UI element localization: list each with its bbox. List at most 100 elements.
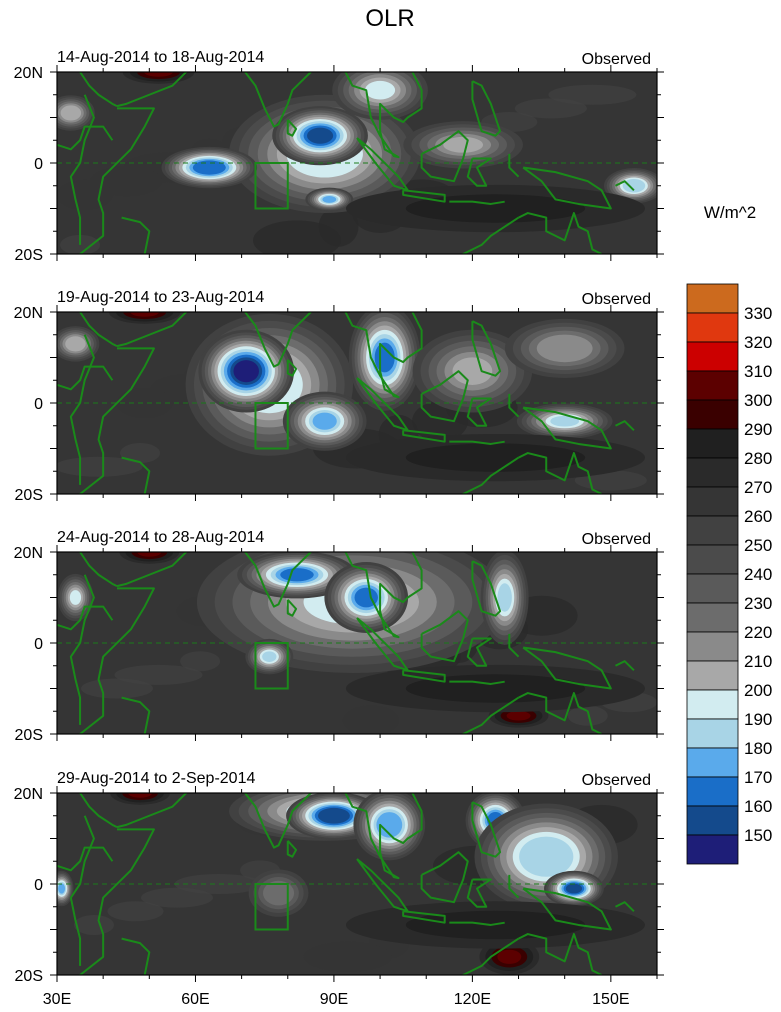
olr-contour <box>128 793 153 798</box>
olr-contour <box>405 443 586 472</box>
coastline <box>69 815 95 966</box>
olr-contour <box>506 711 531 721</box>
olr-contour <box>544 338 585 359</box>
coastline <box>243 552 313 608</box>
coastline <box>78 552 118 588</box>
coastline <box>615 660 635 672</box>
coastline <box>78 793 118 829</box>
olr-feature <box>480 552 529 645</box>
olr-contour <box>405 674 586 703</box>
olr-contour-region <box>303 941 392 972</box>
olr-feature <box>282 391 367 451</box>
colorbar-swatch <box>686 602 739 633</box>
colorbar-swatch <box>686 312 739 343</box>
colorbar-swatch <box>686 747 739 778</box>
map-panel: 19-Aug-2014 to 23-Aug-2014 Observed 20N 0 20… <box>14 289 664 504</box>
coastline <box>286 599 298 617</box>
colorbar-swatch <box>686 428 739 459</box>
olr-contour-region <box>57 456 143 477</box>
y-tick-label: 20S <box>15 487 43 504</box>
olr-contour <box>497 949 522 964</box>
coastline <box>402 189 446 203</box>
coastline <box>518 212 603 254</box>
olr-contour <box>312 412 337 430</box>
colorbar-swatch <box>686 515 739 546</box>
colorbar-swatch <box>686 776 739 807</box>
olr-feature <box>248 869 309 917</box>
olr-contour <box>321 809 347 823</box>
coastline <box>286 840 298 858</box>
coastline <box>615 180 635 192</box>
olr-contour <box>405 194 586 223</box>
coastline <box>69 334 95 485</box>
coastline <box>466 637 492 667</box>
coastline <box>344 552 423 639</box>
olr-contour-region <box>514 98 587 119</box>
coastline <box>57 365 114 391</box>
olr-feature <box>324 562 409 633</box>
olr-contour-region <box>116 388 173 418</box>
coastline <box>420 370 469 423</box>
coastline <box>69 94 95 245</box>
colorbar-label: 240 <box>744 565 772 584</box>
coastline <box>78 828 155 975</box>
coastline <box>78 107 155 254</box>
colorbar-label: 170 <box>744 768 772 787</box>
olr-contour <box>130 312 160 317</box>
olr-contour <box>322 195 337 203</box>
colorbar-label: 330 <box>744 304 772 323</box>
y-tick-label: 20S <box>15 247 43 264</box>
colorbar-swatch <box>686 544 739 575</box>
olr-contour <box>144 72 173 77</box>
panel-label: Observed <box>582 531 651 548</box>
coastline <box>69 574 95 725</box>
coastline <box>121 456 151 494</box>
colorbar-swatch <box>686 399 739 430</box>
coastline <box>508 633 520 658</box>
coastline <box>78 347 155 494</box>
coastline <box>116 312 188 348</box>
region-box <box>254 883 289 931</box>
olr-contour-region <box>342 705 399 734</box>
colorbar-swatch <box>686 834 739 865</box>
colorbar-label: 220 <box>744 623 772 642</box>
colorbar-label: 200 <box>744 681 772 700</box>
colorbar-label: 210 <box>744 652 772 671</box>
panel-label: Observed <box>582 51 651 68</box>
coastline <box>518 692 603 734</box>
colorbar-swatch <box>686 805 739 836</box>
coastline <box>615 901 635 913</box>
olr-contour-region <box>81 678 153 699</box>
colorbar-swatch <box>686 718 739 749</box>
map-panel: 24-Aug-2014 to 28-Aug-2014 Observed 20N 0 20… <box>14 529 664 744</box>
colorbar-label: 180 <box>744 739 772 758</box>
y-tick-label: 20N <box>14 65 43 82</box>
coastline <box>460 696 520 734</box>
olr-contour <box>379 814 400 835</box>
coastline <box>57 846 114 872</box>
olr-contour-region <box>107 901 164 922</box>
panel-label: Observed <box>582 772 651 789</box>
olr-feature <box>345 184 645 233</box>
olr-contour <box>625 180 643 191</box>
olr-feature <box>345 433 645 482</box>
y-tick-label: 0 <box>34 877 43 894</box>
x-tick-label: 60E <box>181 991 209 1008</box>
coastline <box>344 72 423 159</box>
olr-feature <box>161 146 258 189</box>
coastline <box>420 610 469 663</box>
olr-feature <box>110 793 170 805</box>
coastline <box>460 456 520 494</box>
x-tick-label: 150E <box>592 991 629 1008</box>
colorbar-label: 320 <box>744 333 772 352</box>
olr-feature <box>108 312 181 324</box>
x-tick-label: 120E <box>454 991 491 1008</box>
olr-feature <box>237 552 357 599</box>
coastline <box>471 80 502 137</box>
coastline <box>57 125 114 151</box>
x-tick-label: 30E <box>43 991 71 1008</box>
olr-contour <box>137 552 162 557</box>
coastline <box>508 153 520 178</box>
colorbar-swatch <box>686 370 739 401</box>
